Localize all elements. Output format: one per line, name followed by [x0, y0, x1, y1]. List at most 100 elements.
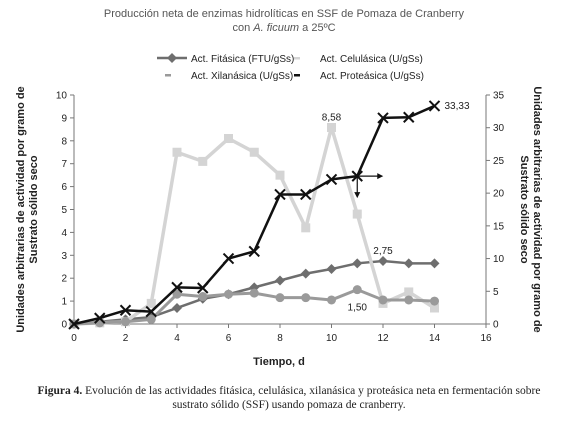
data-point	[326, 264, 337, 275]
y-axis-left-title: Unidades arbitrarias de actividad por gr…	[15, 86, 40, 332]
legend-swatch	[165, 74, 171, 77]
data-point	[378, 295, 388, 305]
data-label: 33,33	[445, 101, 470, 112]
data-point	[275, 170, 285, 180]
y-right-tick-label: 10	[493, 254, 505, 265]
data-point	[248, 245, 260, 258]
data-point	[352, 285, 362, 295]
y-right-tick-label: 0	[493, 320, 499, 331]
legend-item: Act. Proteásica (U/gSs)	[294, 71, 424, 82]
legend: Act. Fitásica (FTU/gSs) Act. Celulásica (…	[157, 53, 424, 82]
data-point	[146, 298, 156, 308]
data-point	[224, 289, 233, 299]
data-point	[428, 100, 441, 112]
y-axis-right-title-line: Sustrato sólido seco	[518, 155, 530, 263]
data-point	[403, 111, 415, 123]
y-left-tick-label: 4	[61, 228, 67, 239]
y-axis-right-title: Unidades arbitrarias de actividad por gr…	[518, 86, 543, 332]
x-tick-label: 0	[71, 333, 77, 344]
data-point	[172, 302, 182, 313]
data-point	[68, 318, 80, 330]
data-point	[430, 296, 439, 306]
data-point	[274, 188, 286, 201]
y-left-tick-label: 1	[61, 297, 67, 308]
y-left-tick-label: 10	[56, 91, 68, 102]
legend-item: Act. Celulásica (U/gSs)	[294, 54, 423, 65]
data-point	[327, 295, 336, 305]
x-axis-title: Tiempo, d	[253, 356, 305, 368]
data-point	[275, 293, 285, 303]
legend-swatch-marker	[167, 53, 177, 63]
data-point	[377, 112, 389, 124]
data-point	[404, 287, 414, 297]
data-point	[300, 268, 311, 279]
y-left-tick-label: 5	[61, 205, 67, 216]
data-point	[352, 258, 363, 269]
data-point	[197, 282, 209, 294]
y-left-tick-label: 0	[61, 320, 67, 331]
y-left-tick-label: 3	[61, 251, 67, 262]
x-tick-label: 16	[480, 333, 492, 344]
data-point	[403, 258, 414, 269]
legend-label: Act. Celulásica (U/gSs)	[320, 54, 423, 65]
data-point	[249, 147, 259, 157]
y-axis-left-title-line: Sustrato sólido seco	[28, 155, 40, 263]
y-right-tick-label: 20	[493, 189, 505, 200]
data-point	[119, 304, 132, 316]
data-point	[146, 314, 156, 324]
data-point	[224, 134, 233, 144]
data-point	[172, 289, 182, 299]
series-4	[68, 100, 441, 330]
data-label: 8,58	[322, 113, 342, 124]
caption-text: Evolución de las actividades fitásica, c…	[82, 385, 541, 411]
figure-caption: Figura 4. Evolución de las actividades f…	[20, 384, 558, 412]
caption-label: Figura 4.	[37, 385, 83, 397]
x-tick-label: 14	[429, 333, 441, 344]
legend-label: Act. Xilanásica (U/gSs)	[191, 71, 293, 82]
y-left-tick-label: 9	[61, 113, 67, 124]
legend-label: Act. Proteásica (U/gSs)	[320, 71, 424, 82]
y-right-tick-label: 35	[493, 91, 505, 102]
data-point	[300, 188, 312, 201]
legend-swatch	[294, 74, 300, 77]
y-axis-left-title-line: Unidades arbitrarias de actividad por gr…	[15, 86, 27, 332]
y-right-tick-label: 25	[493, 156, 505, 167]
data-point	[172, 147, 182, 157]
data-point	[325, 173, 338, 186]
x-tick-label: 12	[377, 333, 389, 344]
y-left-tick-label: 8	[61, 136, 67, 147]
data-label: 2,75	[373, 246, 393, 257]
y-left-tick-label: 6	[61, 182, 67, 193]
data-point	[430, 303, 439, 313]
x-tick-label: 8	[277, 333, 283, 344]
data-point	[145, 305, 157, 318]
data-point	[198, 292, 208, 302]
y-right-tick-label: 5	[493, 287, 499, 298]
data-point	[404, 295, 414, 305]
legend-swatch	[294, 57, 300, 60]
data-point	[378, 256, 388, 267]
x-tick-label: 6	[226, 333, 232, 344]
data-point	[198, 156, 208, 166]
x-tick-label: 10	[326, 333, 338, 344]
y-left-tick-label: 7	[61, 159, 67, 170]
chart-title-line2: con A. ficuum a 25ºC	[232, 22, 335, 34]
legend-item: Act. Xilanásica (U/gSs)	[165, 71, 293, 82]
legend-item: Act. Fitásica (FTU/gSs)	[157, 53, 294, 65]
data-point	[352, 209, 362, 219]
data-point	[121, 317, 130, 327]
y-right-tick-label: 30	[493, 123, 505, 134]
data-point	[171, 281, 183, 294]
data-point	[327, 123, 336, 133]
data-point	[301, 293, 311, 303]
data-point	[301, 223, 311, 233]
y-axis-right-title-line: Unidades arbitrarias de actividad por gr…	[531, 86, 543, 332]
y-left-tick-label: 2	[61, 274, 67, 285]
chart-title-line1: Producción neta de enzimas hidrolíticas …	[104, 8, 465, 20]
data-point	[249, 288, 259, 298]
x-tick-label: 2	[123, 333, 129, 344]
series-3	[69, 285, 439, 329]
y-right-tick-label: 15	[493, 221, 505, 232]
data-point	[222, 252, 235, 265]
